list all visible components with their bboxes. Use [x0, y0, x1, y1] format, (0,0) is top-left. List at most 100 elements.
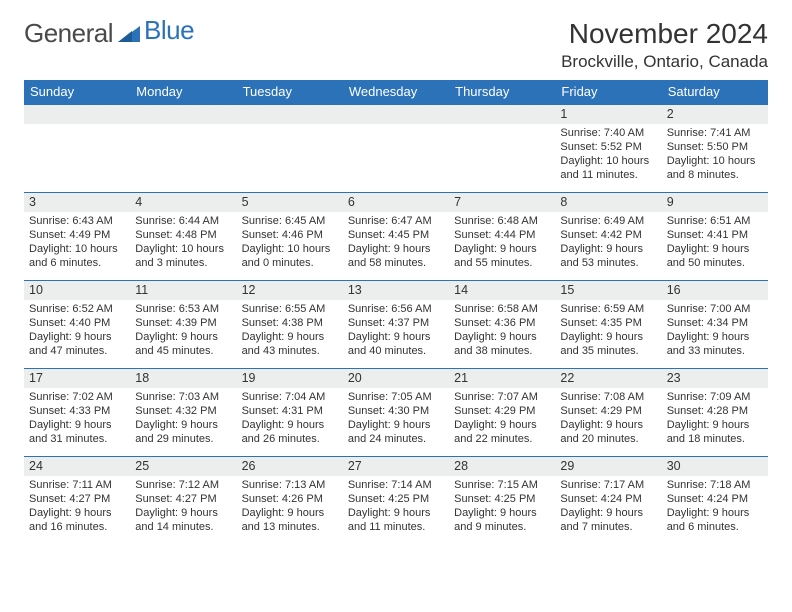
- sunrise-line: Sunrise: 7:17 AM: [560, 478, 656, 492]
- sunrise-line: Sunrise: 7:05 AM: [348, 390, 444, 404]
- sunrise-line: Sunrise: 6:48 AM: [454, 214, 550, 228]
- calendar-day-cell: 13Sunrise: 6:56 AMSunset: 4:37 PMDayligh…: [343, 280, 449, 368]
- brand-part1: General: [24, 18, 113, 49]
- sunrise-line: Sunrise: 7:08 AM: [560, 390, 656, 404]
- calendar-day-cell: 12Sunrise: 6:55 AMSunset: 4:38 PMDayligh…: [237, 280, 343, 368]
- daynum-bar: 4: [130, 193, 236, 212]
- day-content: Sunrise: 6:56 AMSunset: 4:37 PMDaylight:…: [343, 300, 449, 362]
- calendar-day-cell: [449, 104, 555, 192]
- calendar-day-cell: 6Sunrise: 6:47 AMSunset: 4:45 PMDaylight…: [343, 192, 449, 280]
- daynum-bar: 21: [449, 369, 555, 388]
- daylight-line: Daylight: 9 hours and 55 minutes.: [454, 242, 550, 270]
- calendar-day-cell: 7Sunrise: 6:48 AMSunset: 4:44 PMDaylight…: [449, 192, 555, 280]
- sunrise-line: Sunrise: 7:09 AM: [667, 390, 763, 404]
- day-content: Sunrise: 6:59 AMSunset: 4:35 PMDaylight:…: [555, 300, 661, 362]
- day-content: Sunrise: 6:58 AMSunset: 4:36 PMDaylight:…: [449, 300, 555, 362]
- sunset-line: Sunset: 4:27 PM: [29, 492, 125, 506]
- sunset-line: Sunset: 4:33 PM: [29, 404, 125, 418]
- calendar-day-cell: 4Sunrise: 6:44 AMSunset: 4:48 PMDaylight…: [130, 192, 236, 280]
- daylight-line: Daylight: 9 hours and 40 minutes.: [348, 330, 444, 358]
- calendar-day-cell: 15Sunrise: 6:59 AMSunset: 4:35 PMDayligh…: [555, 280, 661, 368]
- daynum-bar-empty: [130, 105, 236, 124]
- sunrise-line: Sunrise: 7:14 AM: [348, 478, 444, 492]
- daynum-bar: 3: [24, 193, 130, 212]
- calendar-week-row: 24Sunrise: 7:11 AMSunset: 4:27 PMDayligh…: [24, 456, 768, 544]
- day-content: Sunrise: 7:17 AMSunset: 4:24 PMDaylight:…: [555, 476, 661, 538]
- sunset-line: Sunset: 4:24 PM: [560, 492, 656, 506]
- calendar-day-cell: [130, 104, 236, 192]
- calendar-day-cell: 27 Sunrise: 7:14 AMSunset: 4:25 PMDayligh…: [343, 456, 449, 544]
- daynum-bar: 22: [555, 369, 661, 388]
- daynum-bar: 6: [343, 193, 449, 212]
- sunset-line: Sunset: 4:42 PM: [560, 228, 656, 242]
- daynum-bar: 2: [662, 105, 768, 124]
- daynum-bar: 23: [662, 369, 768, 388]
- daylight-line: Daylight: 9 hours and 11 minutes.: [348, 506, 444, 534]
- sunrise-line: Sunrise: 7:12 AM: [135, 478, 231, 492]
- sunset-line: Sunset: 4:25 PM: [348, 492, 444, 506]
- daylight-line: Daylight: 9 hours and 50 minutes.: [667, 242, 763, 270]
- daylight-line: Daylight: 9 hours and 38 minutes.: [454, 330, 550, 358]
- brand-part2: Blue: [144, 15, 194, 46]
- logo-triangle-icon: [118, 18, 140, 49]
- daylight-line: Daylight: 9 hours and 7 minutes.: [560, 506, 656, 534]
- calendar-day-cell: 8Sunrise: 6:49 AMSunset: 4:42 PMDaylight…: [555, 192, 661, 280]
- calendar-day-cell: 9Sunrise: 6:51 AMSunset: 4:41 PMDaylight…: [662, 192, 768, 280]
- calendar-day-cell: [237, 104, 343, 192]
- daylight-line: Daylight: 9 hours and 22 minutes.: [454, 418, 550, 446]
- daynum-bar: 13: [343, 281, 449, 300]
- daylight-line: Daylight: 9 hours and 35 minutes.: [560, 330, 656, 358]
- sunrise-line: Sunrise: 6:43 AM: [29, 214, 125, 228]
- sunset-line: Sunset: 4:32 PM: [135, 404, 231, 418]
- sunrise-line: Sunrise: 6:45 AM: [242, 214, 338, 228]
- daylight-line: Daylight: 10 hours and 3 minutes.: [135, 242, 231, 270]
- sunset-line: Sunset: 4:24 PM: [667, 492, 763, 506]
- sunset-line: Sunset: 4:39 PM: [135, 316, 231, 330]
- calendar-day-cell: [24, 104, 130, 192]
- calendar-day-cell: 30Sunrise: 7:18 AMSunset: 4:24 PMDayligh…: [662, 456, 768, 544]
- sunset-line: Sunset: 4:41 PM: [667, 228, 763, 242]
- sunrise-line: Sunrise: 7:40 AM: [560, 126, 656, 140]
- sunset-line: Sunset: 4:29 PM: [454, 404, 550, 418]
- day-content: Sunrise: 7:11 AMSunset: 4:27 PMDaylight:…: [24, 476, 130, 538]
- calendar-day-cell: 28Sunrise: 7:15 AMSunset: 4:25 PMDayligh…: [449, 456, 555, 544]
- sunrise-line: Sunrise: 7:04 AM: [242, 390, 338, 404]
- daynum-bar: 18: [130, 369, 236, 388]
- day-content: Sunrise: 7:09 AMSunset: 4:28 PMDaylight:…: [662, 388, 768, 450]
- sunset-line: Sunset: 4:46 PM: [242, 228, 338, 242]
- daylight-line: Daylight: 9 hours and 20 minutes.: [560, 418, 656, 446]
- day-content: Sunrise: 7:18 AMSunset: 4:24 PMDaylight:…: [662, 476, 768, 538]
- sunrise-line: Sunrise: 7:00 AM: [667, 302, 763, 316]
- dayname-header: Sunday: [24, 80, 130, 104]
- sunrise-line: Sunrise: 6:59 AM: [560, 302, 656, 316]
- dayname-header: Tuesday: [237, 80, 343, 104]
- sunset-line: Sunset: 5:50 PM: [667, 140, 763, 154]
- calendar-week-row: 10Sunrise: 6:52 AMSunset: 4:40 PMDayligh…: [24, 280, 768, 368]
- daynum-bar: 24: [24, 457, 130, 476]
- daylight-line: Daylight: 9 hours and 53 minutes.: [560, 242, 656, 270]
- daylight-line: Daylight: 9 hours and 16 minutes.: [29, 506, 125, 534]
- day-content: Sunrise: 6:49 AMSunset: 4:42 PMDaylight:…: [555, 212, 661, 274]
- daynum-bar: 29: [555, 457, 661, 476]
- day-content: Sunrise: 6:44 AMSunset: 4:48 PMDaylight:…: [130, 212, 236, 274]
- sunset-line: Sunset: 4:48 PM: [135, 228, 231, 242]
- daylight-line: Daylight: 9 hours and 47 minutes.: [29, 330, 125, 358]
- daylight-line: Daylight: 10 hours and 11 minutes.: [560, 154, 656, 182]
- daylight-line: Daylight: 10 hours and 6 minutes.: [29, 242, 125, 270]
- day-content: Sunrise: 7:13 AMSunset: 4:26 PMDaylight:…: [237, 476, 343, 538]
- day-content: Sunrise: 6:47 AMSunset: 4:45 PMDaylight:…: [343, 212, 449, 274]
- sunset-line: Sunset: 4:36 PM: [454, 316, 550, 330]
- dayname-header: Saturday: [662, 80, 768, 104]
- daynum-bar-empty: [343, 105, 449, 124]
- day-content: Sunrise: 7:12 AMSunset: 4:27 PMDaylight:…: [130, 476, 236, 538]
- daylight-line: Daylight: 10 hours and 8 minutes.: [667, 154, 763, 182]
- sunrise-line: Sunrise: 7:41 AM: [667, 126, 763, 140]
- daynum-bar: 27: [343, 457, 449, 476]
- sunrise-line: Sunrise: 6:56 AM: [348, 302, 444, 316]
- dayname-row: SundayMondayTuesdayWednesdayThursdayFrid…: [24, 80, 768, 104]
- sunrise-line: Sunrise: 7:11 AM: [29, 478, 125, 492]
- title-block: November 2024 Brockville, Ontario, Canad…: [561, 18, 768, 72]
- daynum-bar: 20: [343, 369, 449, 388]
- daynum-bar: 25: [130, 457, 236, 476]
- daylight-line: Daylight: 9 hours and 26 minutes.: [242, 418, 338, 446]
